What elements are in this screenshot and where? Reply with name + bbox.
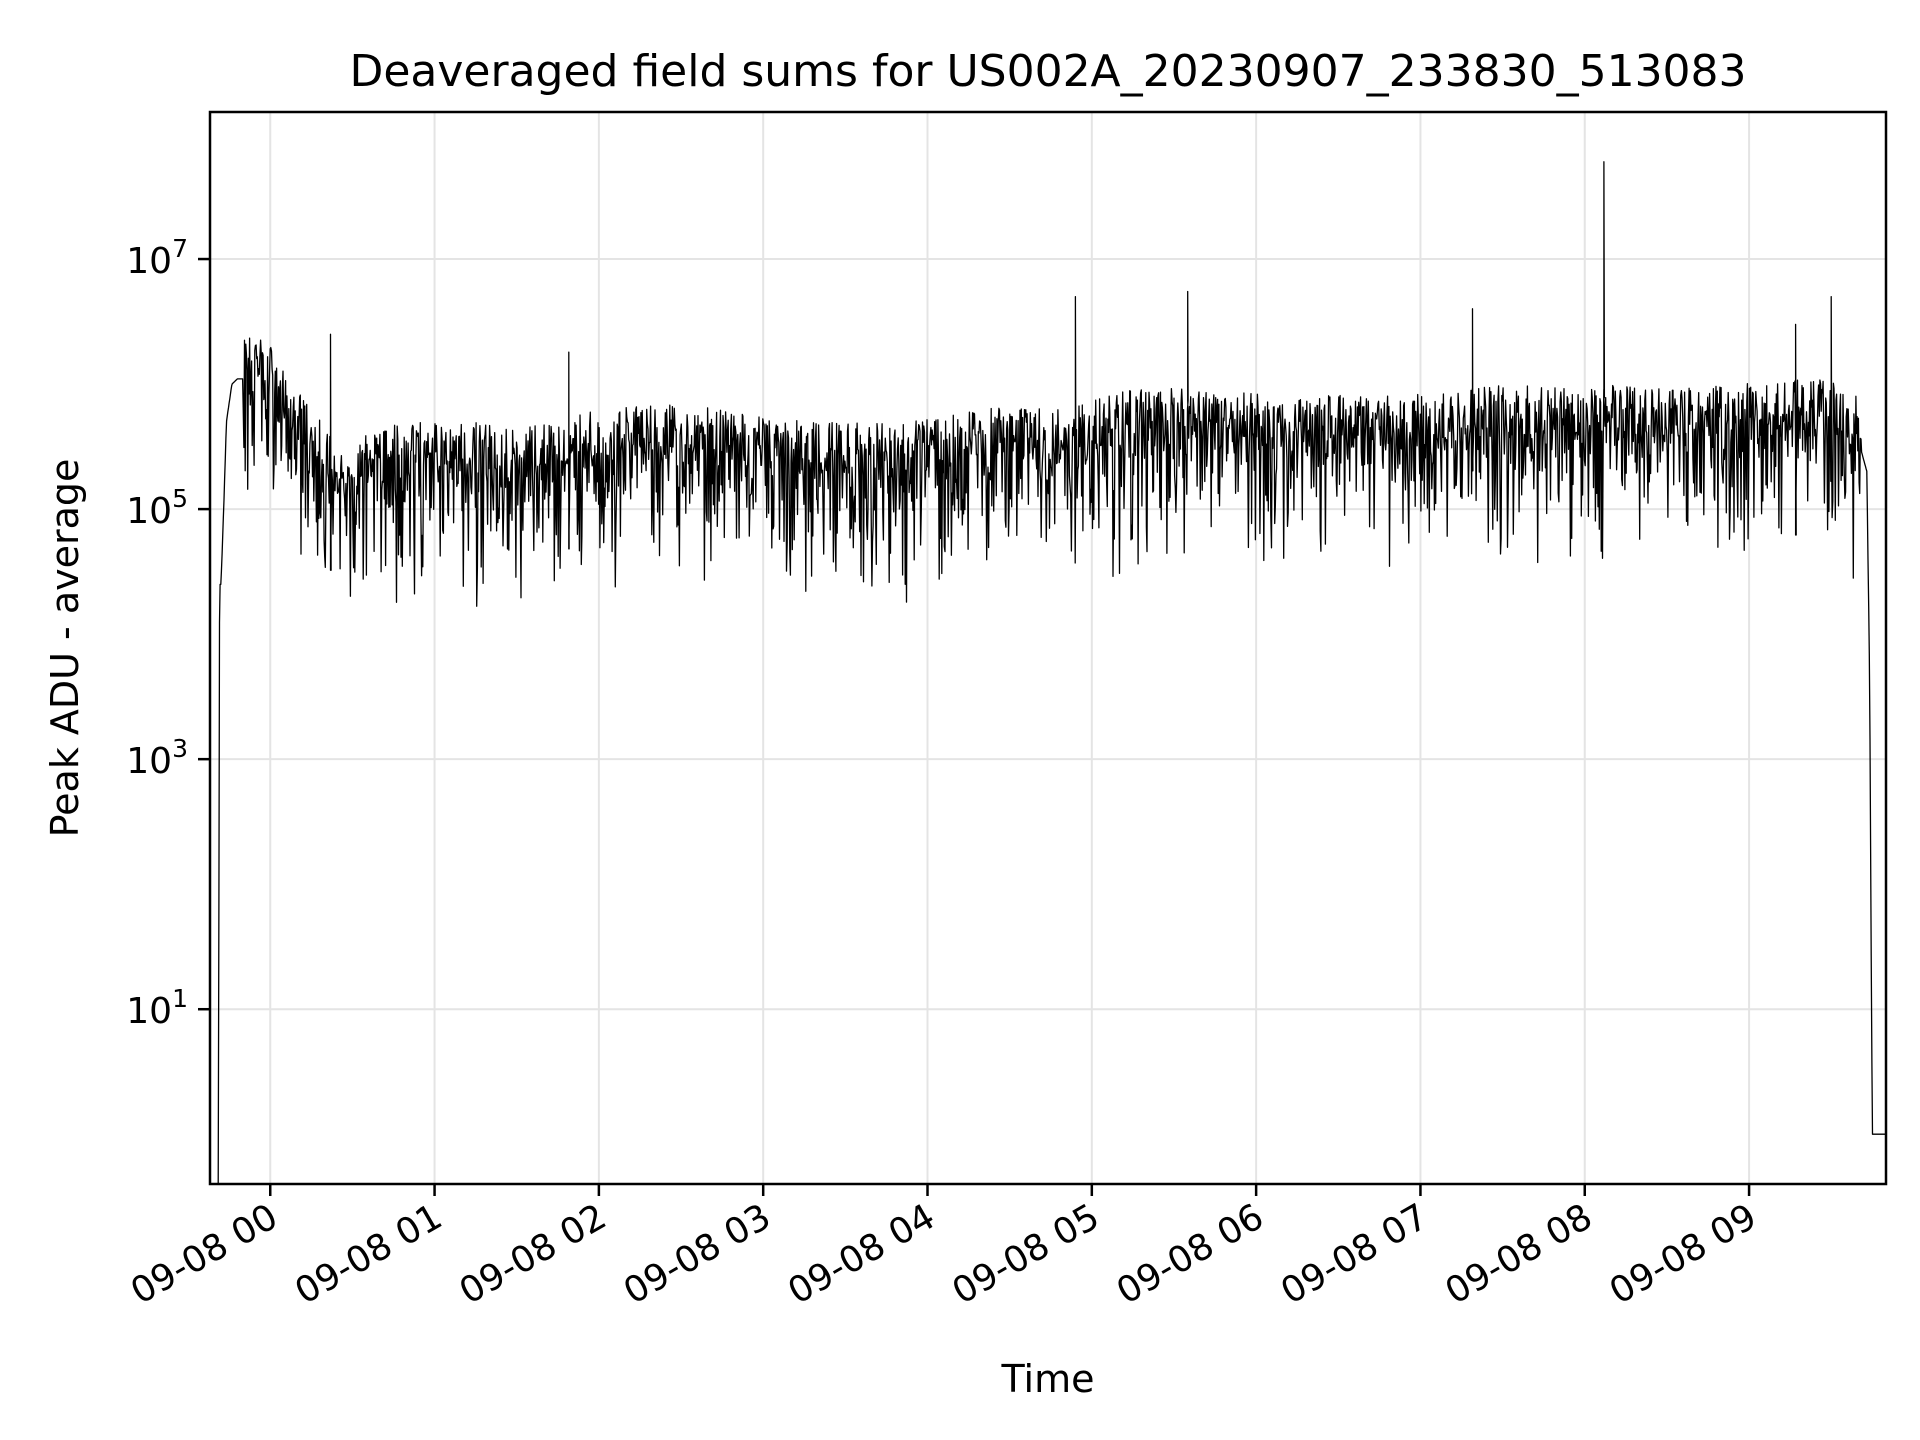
y-tick-exponent: 7 <box>172 234 188 263</box>
series-line <box>217 161 1887 1185</box>
y-tick-exponent: 5 <box>172 484 188 513</box>
y-axis-label: Peak ADU - average <box>43 459 87 838</box>
x-axis-label: Time <box>1001 1357 1095 1401</box>
y-tick-label: 107 <box>126 234 188 282</box>
y-tick-base: 10 <box>126 741 172 782</box>
y-tick-base: 10 <box>126 491 172 532</box>
y-tick-base: 10 <box>126 991 172 1032</box>
y-tick-exponent: 3 <box>172 734 188 763</box>
grid-lines <box>210 112 1886 1184</box>
y-tick-exponent: 1 <box>172 984 188 1013</box>
y-tick-label: 103 <box>126 734 188 782</box>
y-tick-base: 10 <box>126 241 172 282</box>
y-tick-label: 105 <box>126 484 188 532</box>
y-tick-label: 101 <box>126 984 188 1032</box>
plot-frame <box>208 110 1888 1186</box>
series-layer <box>217 161 1887 1185</box>
chart-title: Deaveraged field sums for US002A_2023090… <box>349 46 1746 97</box>
